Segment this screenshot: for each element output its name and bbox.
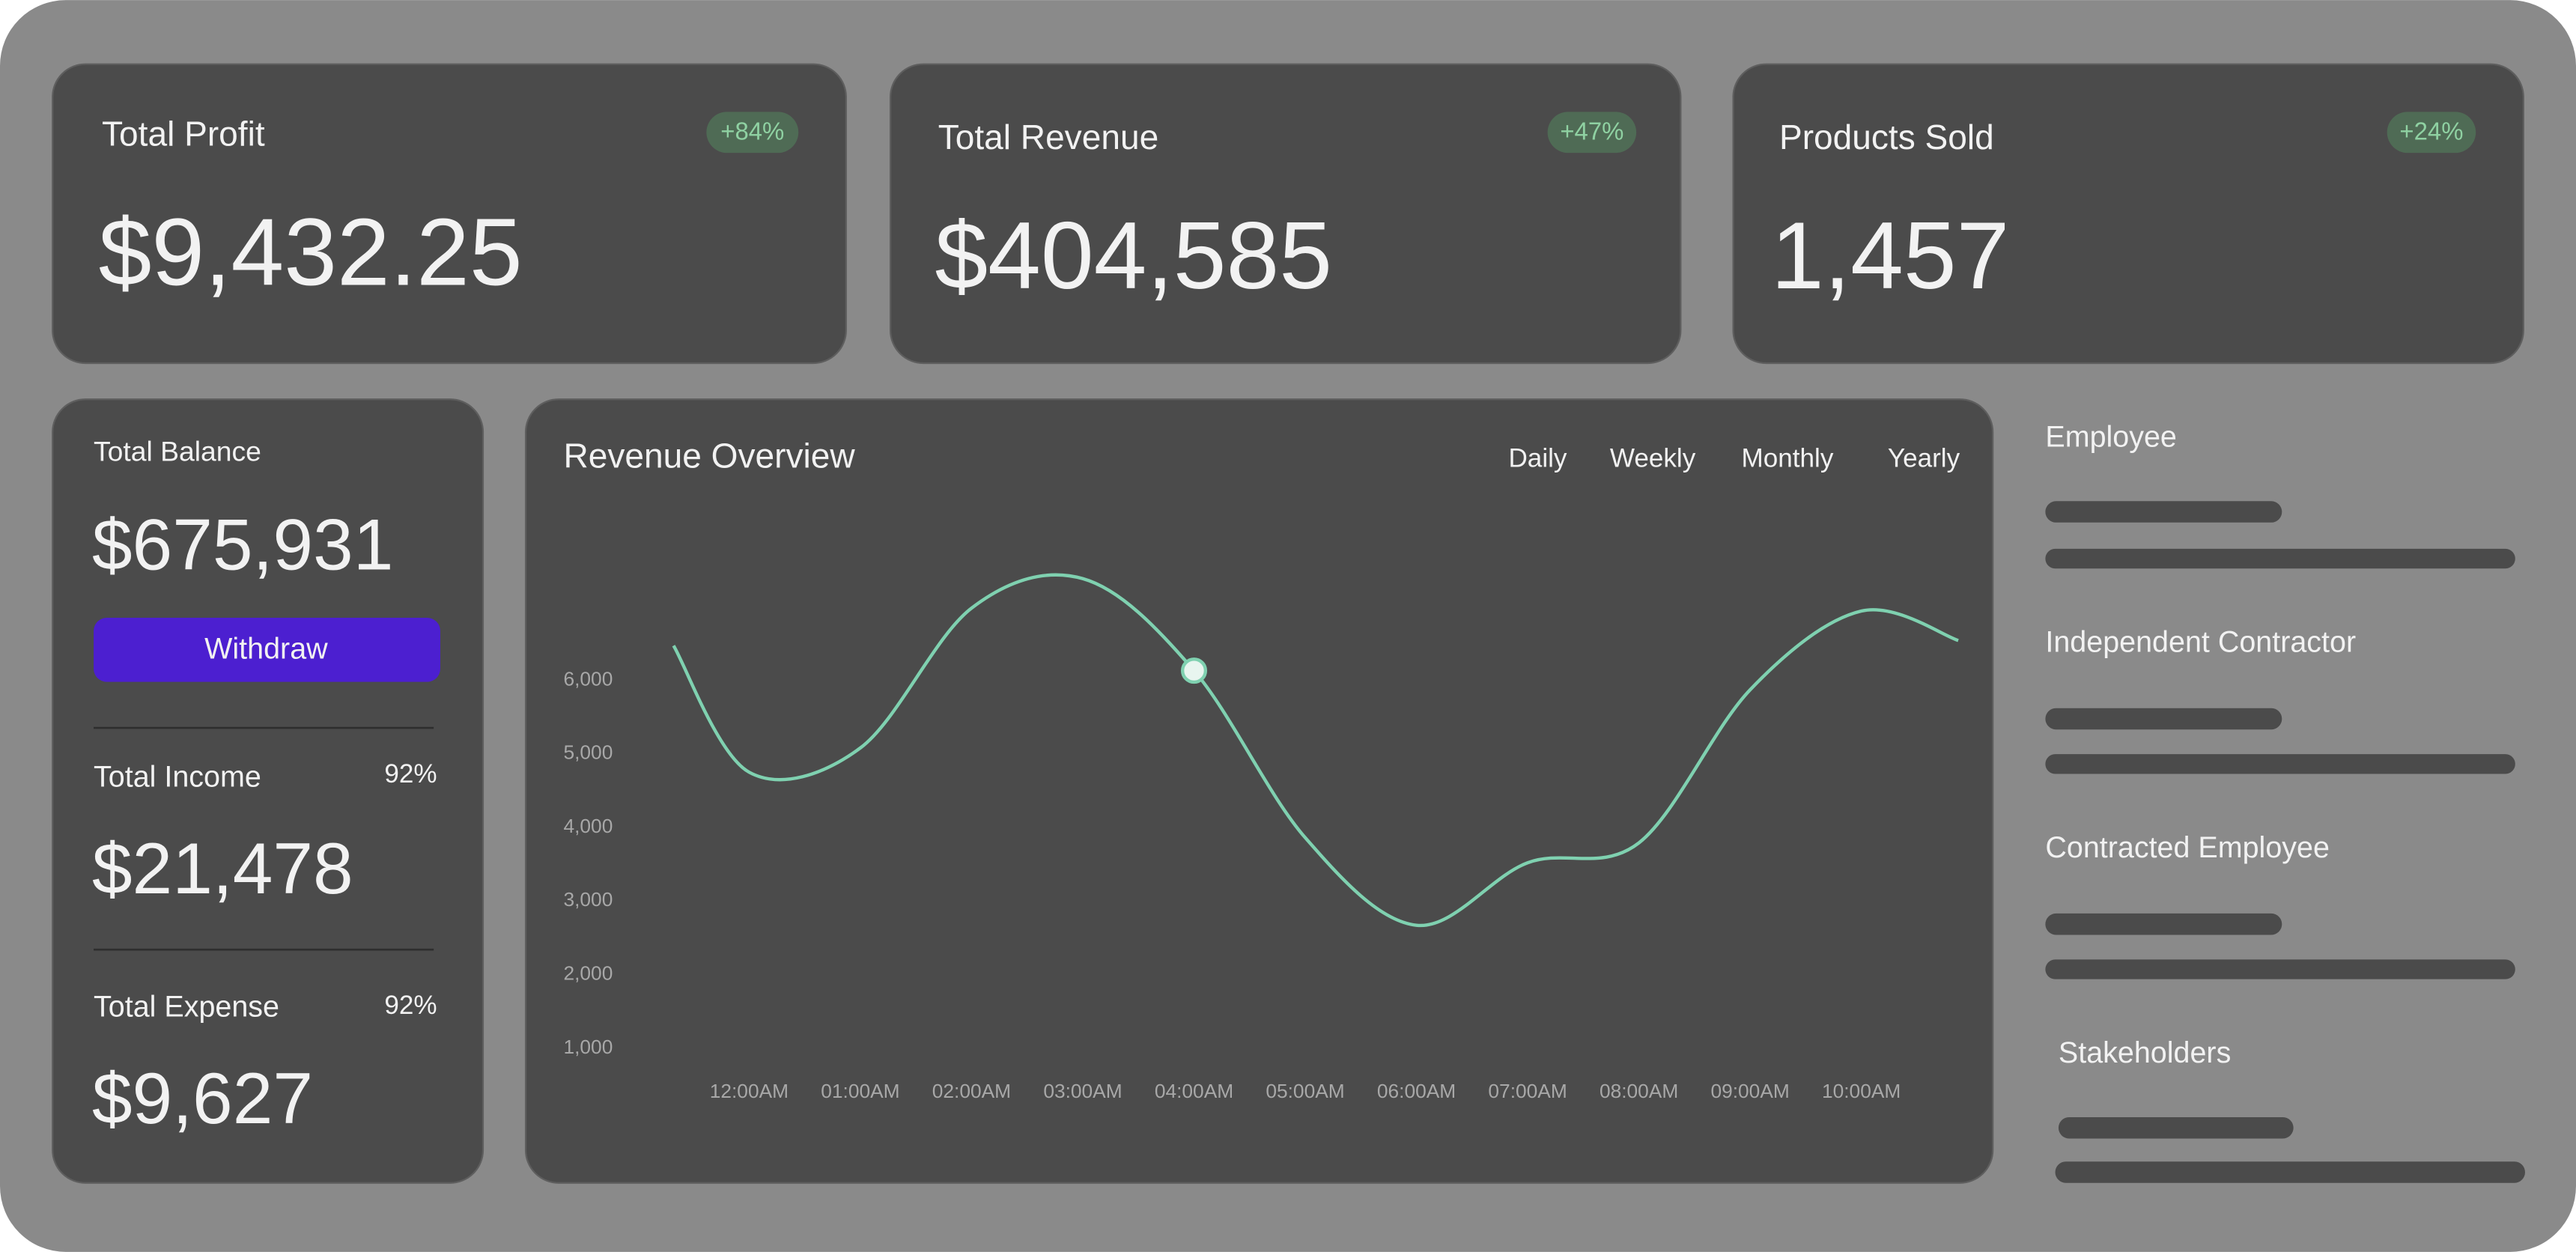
card: [52, 398, 484, 1184]
tab[interactable]: Weekly: [1610, 444, 1696, 473]
card: [889, 63, 1682, 365]
tab[interactable]: Daily: [1508, 444, 1567, 473]
income-title: Total Income: [94, 760, 261, 793]
placeholder-bar: [2045, 708, 2282, 730]
x-tick-label: 03:00AM: [1043, 1080, 1122, 1102]
people-panel: Employee Independent Contractor Contract…: [2045, 420, 2525, 1183]
people-title: Contracted Employee: [2045, 831, 2330, 864]
withdraw-label[interactable]: Withdraw: [204, 632, 328, 665]
income-value: $21,478: [92, 829, 353, 909]
expense-percent: 92%: [384, 991, 437, 1020]
x-tick-label: 10:00AM: [1822, 1080, 1901, 1102]
x-tick-label: 01:00AM: [821, 1080, 899, 1102]
stat-card: Total Profit +84% $9,432.25: [52, 63, 847, 365]
card: [1732, 63, 2524, 365]
placeholder-bar: [2045, 913, 2282, 935]
revenue-line: [672, 573, 1959, 927]
card: [52, 63, 847, 365]
chart-title: Revenue Overview: [564, 436, 856, 475]
x-tick-label: 08:00AM: [1600, 1080, 1678, 1102]
tab[interactable]: Yearly: [1888, 444, 1960, 473]
badge: [706, 112, 799, 154]
balance-title: Total Balance: [94, 435, 261, 467]
x-tick-label: 02:00AM: [932, 1080, 1011, 1102]
stat-title: Total Revenue: [938, 118, 1158, 156]
badge: [1547, 112, 1637, 154]
placeholder-bar: [2045, 548, 2515, 569]
placeholder-bar: [2045, 754, 2515, 774]
expense-value: $9,627: [92, 1059, 313, 1139]
tab[interactable]: Monthly: [1741, 444, 1833, 473]
badge: [2387, 112, 2476, 154]
placeholder-bar: [2045, 959, 2515, 979]
people-title: Employee: [2045, 420, 2177, 453]
placeholder-bar: [2058, 1116, 2294, 1139]
y-tick-label: 5,000: [564, 741, 613, 764]
x-tick-label: 09:00AM: [1710, 1080, 1789, 1102]
stat-value: $9,432.25: [99, 198, 523, 305]
income-percent: 92%: [384, 759, 437, 788]
chart-card: Revenue Overview Daily Weekly Monthly Ye…: [524, 398, 1994, 1184]
y-tick-label: 3,000: [564, 888, 613, 911]
x-tick-label: 12:00AM: [710, 1080, 789, 1102]
stat-title: Total Profit: [102, 114, 265, 153]
y-tick-label: 2,000: [564, 961, 613, 984]
stat-title: Products Sold: [1779, 118, 1994, 156]
withdraw-button[interactable]: [94, 618, 440, 682]
placeholder-bar: [2055, 1161, 2525, 1183]
y-tick-label: 1,000: [564, 1036, 613, 1058]
placeholder-bar: [2045, 501, 2282, 523]
people-title: Stakeholders: [2059, 1036, 2231, 1069]
stat-card: Products Sold +24% 1,457: [1732, 63, 2524, 365]
y-tick-label: 6,000: [564, 667, 613, 690]
stat-change: +84%: [720, 118, 784, 145]
balance-card: Total Balance $675,931 Withdraw Total In…: [52, 398, 484, 1184]
x-tick-label: 07:00AM: [1488, 1080, 1567, 1102]
y-tick-label: 4,000: [564, 815, 613, 837]
people-title: Independent Contractor: [2045, 626, 2356, 659]
stat-card: Total Revenue +47% $404,585: [889, 63, 1682, 365]
x-tick-label: 04:00AM: [1155, 1080, 1233, 1102]
card: [524, 398, 1994, 1184]
x-tick-label: 05:00AM: [1266, 1080, 1344, 1102]
stat-value: $404,585: [935, 202, 1332, 309]
stat-change: +24%: [2399, 118, 2463, 145]
x-tick-label: 06:00AM: [1377, 1080, 1456, 1102]
stat-change: +47%: [1560, 118, 1623, 145]
balance-value: $675,931: [92, 505, 394, 586]
stat-value: 1,457: [1771, 202, 2009, 309]
highlight-point: [1180, 657, 1208, 684]
expense-title: Total Expense: [94, 991, 279, 1024]
